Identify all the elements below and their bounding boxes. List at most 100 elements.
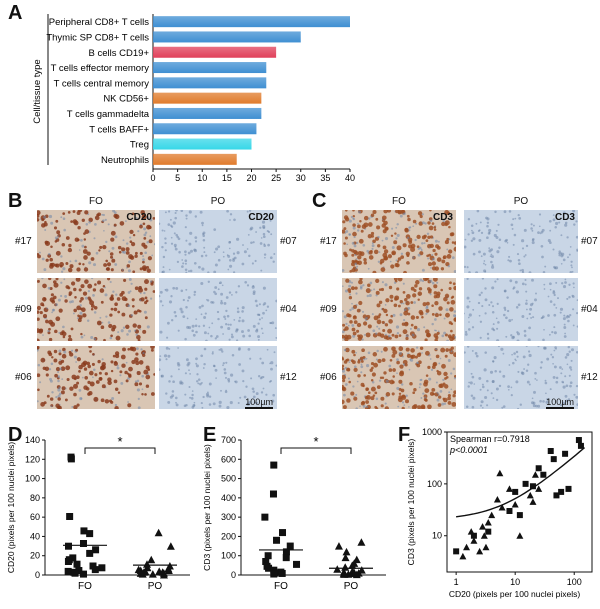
nucleus bbox=[348, 284, 352, 288]
stained-cell bbox=[426, 301, 430, 306]
stained-cell bbox=[139, 251, 143, 255]
bar bbox=[153, 92, 262, 104]
nucleus bbox=[573, 393, 576, 396]
nucleus bbox=[261, 361, 265, 365]
nucleus bbox=[501, 406, 504, 409]
nucleus bbox=[348, 233, 351, 236]
nucleus bbox=[365, 357, 368, 360]
nucleus bbox=[230, 335, 234, 339]
stained-cell bbox=[89, 300, 95, 306]
nucleus bbox=[399, 313, 403, 317]
nucleus bbox=[521, 268, 524, 272]
nucleus bbox=[551, 356, 555, 359]
panel-letter-e: E bbox=[203, 424, 217, 446]
nucleus bbox=[185, 404, 188, 407]
nucleus bbox=[562, 401, 566, 405]
nucleus bbox=[191, 324, 195, 328]
nucleus bbox=[127, 269, 131, 273]
nucleus bbox=[408, 406, 410, 408]
nucleus bbox=[182, 298, 185, 302]
stained-cell bbox=[394, 295, 400, 301]
data-point-square bbox=[286, 542, 294, 550]
nucleus bbox=[396, 358, 399, 361]
nucleus bbox=[162, 266, 165, 269]
nucleus bbox=[497, 321, 500, 324]
nucleus bbox=[448, 391, 451, 394]
data-point-triangle bbox=[470, 537, 478, 544]
nucleus bbox=[486, 404, 489, 407]
nucleus bbox=[95, 251, 99, 255]
nucleus bbox=[159, 300, 163, 303]
nucleus bbox=[43, 215, 47, 219]
nucleus bbox=[443, 402, 447, 405]
nucleus bbox=[217, 258, 221, 262]
nucleus bbox=[218, 349, 221, 351]
stained-cell bbox=[388, 319, 393, 324]
nucleus bbox=[478, 293, 482, 297]
nucleus bbox=[531, 239, 535, 242]
nucleus bbox=[247, 402, 251, 406]
nucleus bbox=[224, 318, 227, 320]
stained-cell bbox=[453, 241, 456, 245]
nucleus bbox=[489, 255, 492, 258]
category-label: T cells BAFF+ bbox=[89, 124, 149, 135]
nucleus bbox=[554, 226, 557, 229]
stained-cell bbox=[442, 397, 446, 401]
nucleus bbox=[222, 362, 225, 365]
nucleus bbox=[355, 407, 358, 409]
stained-cell bbox=[442, 256, 446, 259]
nucleus bbox=[46, 307, 49, 310]
stained-cell bbox=[369, 368, 373, 372]
nucleus bbox=[528, 271, 532, 273]
fo-sample-label: #17 bbox=[15, 235, 32, 247]
y-tick-label: 0 bbox=[35, 570, 40, 580]
stained-cell bbox=[60, 390, 65, 395]
stained-cell bbox=[354, 286, 358, 290]
nucleus bbox=[270, 361, 274, 365]
stained-cell bbox=[406, 261, 410, 265]
nucleus bbox=[403, 319, 406, 322]
nucleus bbox=[51, 391, 54, 394]
stained-cell bbox=[110, 237, 115, 242]
stained-cell bbox=[125, 251, 130, 255]
nucleus bbox=[128, 378, 131, 380]
nucleus bbox=[201, 221, 204, 225]
stained-cell bbox=[380, 396, 385, 401]
data-point-square bbox=[516, 512, 523, 519]
nucleus bbox=[140, 348, 143, 351]
nucleus bbox=[568, 253, 571, 256]
data-point-triangle bbox=[352, 570, 361, 579]
stained-cell bbox=[125, 247, 130, 252]
panel-letter-f: F bbox=[398, 424, 411, 446]
nucleus bbox=[222, 255, 225, 258]
y-tick-label: 140 bbox=[25, 435, 40, 445]
nucleus bbox=[487, 337, 490, 340]
nucleus bbox=[198, 305, 202, 309]
nucleus bbox=[69, 300, 72, 304]
stained-cell bbox=[411, 405, 417, 409]
stained-cell bbox=[352, 315, 357, 320]
nucleus bbox=[402, 302, 405, 305]
nucleus bbox=[261, 376, 264, 379]
nucleus bbox=[570, 260, 573, 263]
fo-micrograph bbox=[342, 278, 456, 341]
stained-cell bbox=[359, 278, 363, 281]
nucleus bbox=[492, 360, 495, 363]
nucleus bbox=[207, 271, 210, 273]
nucleus bbox=[443, 317, 446, 320]
stained-cell bbox=[99, 288, 105, 293]
nucleus bbox=[490, 248, 494, 251]
nucleus bbox=[130, 314, 134, 317]
nucleus bbox=[514, 217, 517, 220]
stained-cell bbox=[342, 405, 347, 409]
nucleus bbox=[164, 288, 167, 291]
nucleus bbox=[400, 302, 403, 305]
nucleus bbox=[472, 308, 475, 311]
stained-cell bbox=[98, 249, 101, 252]
stained-cell bbox=[434, 338, 438, 341]
nucleus bbox=[431, 281, 435, 285]
nucleus bbox=[214, 368, 218, 372]
nucleus bbox=[246, 248, 249, 250]
stained-cell bbox=[73, 392, 77, 397]
nucleus bbox=[365, 316, 368, 320]
